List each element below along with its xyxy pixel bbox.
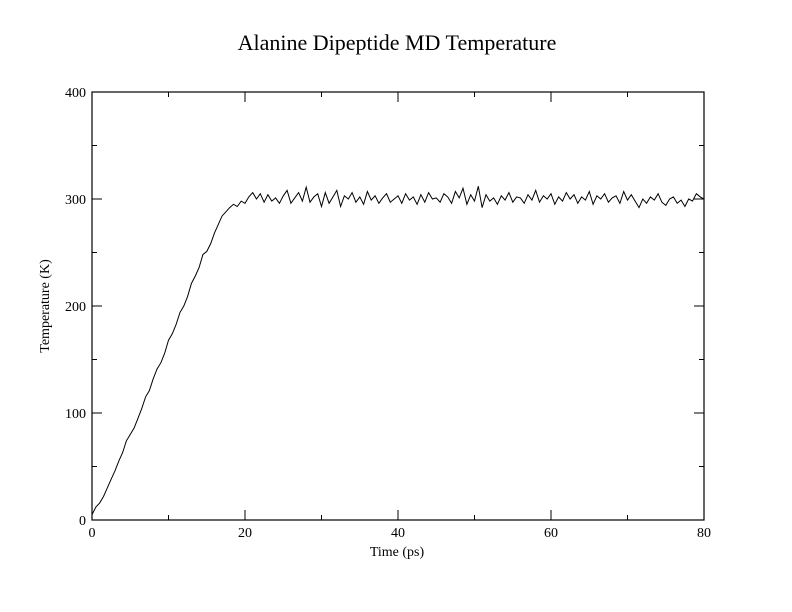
x-tick-label: 40 — [391, 526, 405, 541]
y-axis-label: Temperature (K) — [38, 259, 53, 353]
x-tick-label: 20 — [238, 526, 252, 541]
y-tick-label: 200 — [65, 300, 86, 315]
axis-ticks — [91, 91, 705, 521]
axis-tick-labels: 0 20 40 60 80 0 100 200 300 400 — [65, 86, 711, 541]
chart-title: Alanine Dipeptide MD Temperature — [238, 30, 557, 55]
y-tick-label: 100 — [65, 407, 86, 422]
y-tick-label: 400 — [65, 86, 86, 101]
y-tick-label: 300 — [65, 193, 86, 208]
x-tick-label: 80 — [697, 526, 711, 541]
temperature-series-line — [91, 185, 705, 515]
x-tick-label: 60 — [544, 526, 558, 541]
y-tick-label: 0 — [79, 514, 86, 529]
x-axis-label: Time (ps) — [370, 545, 425, 560]
x-tick-label: 0 — [89, 526, 96, 541]
